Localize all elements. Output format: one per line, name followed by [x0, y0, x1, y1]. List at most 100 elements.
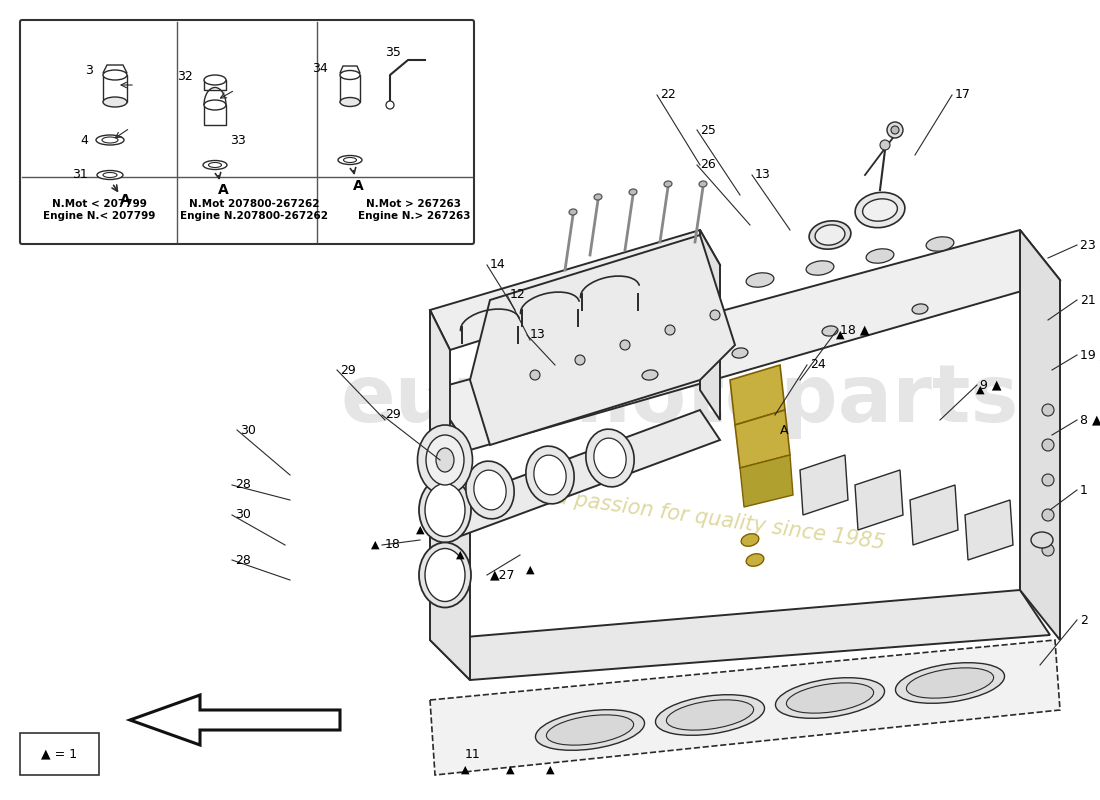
- Polygon shape: [855, 470, 903, 530]
- Ellipse shape: [810, 221, 851, 249]
- Ellipse shape: [204, 100, 226, 110]
- Ellipse shape: [855, 192, 905, 228]
- Ellipse shape: [895, 662, 1004, 703]
- Polygon shape: [340, 66, 360, 73]
- Ellipse shape: [656, 694, 764, 735]
- Polygon shape: [430, 590, 1050, 680]
- Ellipse shape: [786, 683, 873, 713]
- Circle shape: [530, 370, 540, 380]
- Text: 31: 31: [73, 169, 88, 182]
- Polygon shape: [800, 455, 848, 515]
- Text: 11: 11: [465, 749, 481, 762]
- Ellipse shape: [594, 438, 626, 478]
- Polygon shape: [700, 230, 720, 420]
- Ellipse shape: [340, 70, 360, 79]
- Ellipse shape: [96, 135, 124, 145]
- Polygon shape: [204, 105, 226, 125]
- Ellipse shape: [629, 189, 637, 195]
- Ellipse shape: [698, 181, 707, 187]
- Ellipse shape: [340, 98, 360, 106]
- Ellipse shape: [642, 370, 658, 380]
- FancyBboxPatch shape: [20, 20, 474, 244]
- Ellipse shape: [866, 249, 894, 263]
- Ellipse shape: [418, 425, 473, 495]
- Circle shape: [1042, 509, 1054, 521]
- Text: 24: 24: [810, 358, 826, 371]
- Circle shape: [891, 126, 899, 134]
- Polygon shape: [735, 410, 790, 468]
- Text: ▲: ▲: [546, 765, 554, 775]
- Text: euromotoparts: euromotoparts: [341, 361, 1020, 439]
- Ellipse shape: [906, 668, 993, 698]
- Ellipse shape: [526, 446, 574, 504]
- Polygon shape: [430, 230, 1060, 450]
- Text: 3: 3: [85, 63, 94, 77]
- Text: N.Mot > 267263
Engine N.> 267263: N.Mot > 267263 Engine N.> 267263: [358, 199, 471, 221]
- Text: ▲: ▲: [506, 765, 515, 775]
- Text: ▲ = 1: ▲ = 1: [41, 747, 77, 761]
- Ellipse shape: [97, 170, 123, 179]
- Text: a passion for quality since 1985: a passion for quality since 1985: [554, 487, 887, 553]
- Text: 34: 34: [312, 62, 328, 74]
- Ellipse shape: [547, 715, 634, 745]
- Ellipse shape: [103, 97, 127, 107]
- Ellipse shape: [822, 326, 838, 336]
- Text: 19 ▲: 19 ▲: [1080, 349, 1100, 362]
- Ellipse shape: [746, 273, 774, 287]
- Ellipse shape: [474, 470, 506, 510]
- Text: 25: 25: [700, 123, 716, 137]
- Text: A: A: [120, 193, 131, 207]
- Ellipse shape: [667, 700, 754, 730]
- Text: ▲: ▲: [461, 765, 470, 775]
- FancyBboxPatch shape: [20, 733, 99, 775]
- Ellipse shape: [741, 534, 759, 546]
- Ellipse shape: [425, 549, 465, 602]
- Text: ▲: ▲: [526, 565, 535, 575]
- Circle shape: [1042, 474, 1054, 486]
- Circle shape: [575, 355, 585, 365]
- Polygon shape: [430, 390, 470, 680]
- Text: N.Mot 207800-267262
Engine N.207800-267262: N.Mot 207800-267262 Engine N.207800-2672…: [180, 199, 328, 221]
- Ellipse shape: [594, 194, 602, 200]
- Circle shape: [1042, 404, 1054, 416]
- Ellipse shape: [732, 348, 748, 358]
- Text: 4: 4: [80, 134, 88, 146]
- Ellipse shape: [103, 173, 117, 178]
- Text: 2: 2: [1080, 614, 1088, 626]
- Ellipse shape: [425, 483, 465, 537]
- Ellipse shape: [343, 158, 356, 162]
- Polygon shape: [910, 485, 958, 545]
- Polygon shape: [130, 695, 340, 745]
- Text: ▲: ▲: [976, 385, 984, 395]
- Ellipse shape: [880, 140, 890, 150]
- Ellipse shape: [862, 199, 898, 221]
- Text: 33: 33: [230, 134, 245, 146]
- Circle shape: [1042, 439, 1054, 451]
- Ellipse shape: [926, 237, 954, 251]
- Ellipse shape: [102, 137, 118, 143]
- Text: 28: 28: [235, 478, 251, 491]
- Text: ▲27: ▲27: [490, 569, 516, 582]
- Circle shape: [1042, 544, 1054, 556]
- Polygon shape: [340, 75, 360, 102]
- Text: 22: 22: [660, 89, 675, 102]
- Ellipse shape: [534, 455, 566, 495]
- Text: 17: 17: [955, 89, 971, 102]
- Circle shape: [620, 340, 630, 350]
- Ellipse shape: [204, 161, 227, 170]
- Ellipse shape: [1031, 532, 1053, 548]
- Text: ▲: ▲: [455, 550, 464, 560]
- Text: 14: 14: [490, 258, 506, 271]
- Ellipse shape: [419, 542, 471, 607]
- Circle shape: [887, 122, 903, 138]
- Text: 29: 29: [385, 409, 400, 422]
- Text: 30: 30: [235, 509, 251, 522]
- Polygon shape: [965, 500, 1013, 560]
- Ellipse shape: [536, 710, 645, 750]
- Ellipse shape: [912, 304, 928, 314]
- Text: 26: 26: [700, 158, 716, 171]
- Ellipse shape: [664, 181, 672, 187]
- Text: 28: 28: [235, 554, 251, 566]
- Text: 29: 29: [340, 363, 355, 377]
- Circle shape: [666, 325, 675, 335]
